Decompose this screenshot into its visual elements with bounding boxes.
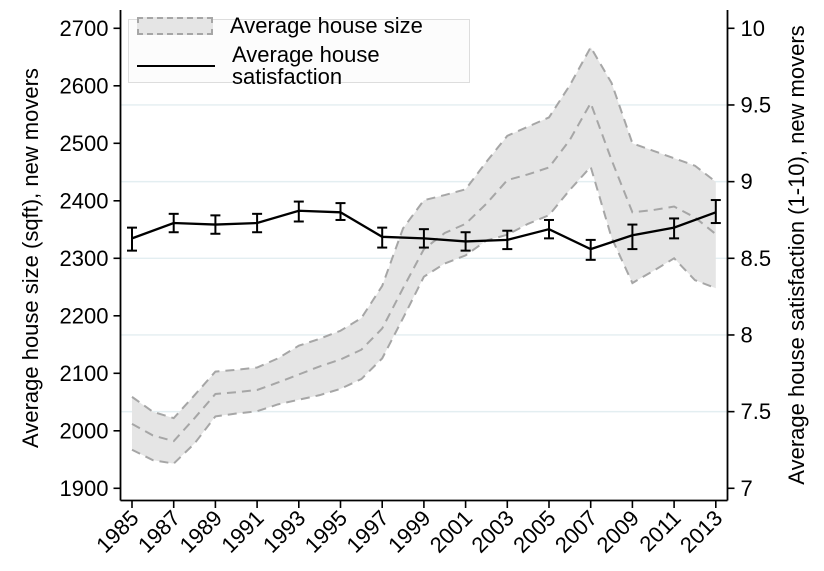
house-size-band-lower-edge (131, 164, 717, 465)
legend-label-house-size: Average house size (230, 12, 423, 38)
svg-text:2400: 2400 (60, 188, 109, 213)
axes (113, 10, 735, 508)
svg-text:2009: 2009 (592, 505, 644, 557)
house-size-center-line (131, 100, 717, 443)
svg-text:2011: 2011 (635, 505, 686, 556)
svg-text:10: 10 (741, 16, 765, 41)
svg-text:2200: 2200 (60, 303, 109, 328)
svg-text:2001: 2001 (425, 505, 477, 557)
right-axis-title: Average house satisfaction (1-10), new m… (784, 25, 809, 485)
svg-text:8: 8 (741, 322, 753, 347)
svg-text:2007: 2007 (550, 505, 602, 557)
svg-text:2000: 2000 (60, 418, 109, 443)
svg-text:1987: 1987 (133, 505, 185, 557)
line-swatch-icon (137, 64, 215, 67)
svg-text:2300: 2300 (60, 246, 109, 271)
svg-text:2013: 2013 (675, 505, 727, 557)
svg-text:7.5: 7.5 (741, 399, 772, 424)
legend-item-satisfaction: Average house satisfaction (137, 41, 469, 89)
svg-text:1991: 1991 (216, 505, 268, 557)
svg-text:1999: 1999 (383, 505, 435, 557)
svg-text:2100: 2100 (60, 361, 109, 386)
svg-text:2600: 2600 (60, 73, 109, 98)
svg-text:2003: 2003 (467, 505, 519, 557)
svg-text:8.5: 8.5 (741, 246, 772, 271)
legend: Average house size Average house satisfa… (128, 14, 470, 87)
svg-text:1985: 1985 (91, 505, 143, 557)
svg-text:1995: 1995 (300, 505, 352, 557)
svg-text:1989: 1989 (175, 505, 227, 557)
legend-item-house-size: Average house size (137, 12, 469, 38)
svg-text:9: 9 (741, 169, 753, 194)
satisfaction-line (131, 209, 717, 251)
band-swatch-icon (137, 16, 213, 35)
svg-text:7: 7 (741, 476, 753, 501)
legend-label-satisfaction: Average house satisfaction (232, 41, 380, 89)
svg-text:2500: 2500 (60, 131, 109, 156)
svg-text:1997: 1997 (341, 505, 393, 557)
svg-text:1993: 1993 (258, 505, 310, 557)
svg-text:2700: 2700 (60, 16, 109, 41)
svg-text:2005: 2005 (508, 505, 560, 557)
svg-text:1900: 1900 (60, 476, 109, 501)
house-size-confidence-band (132, 47, 716, 464)
house-size-band-upper-edge (131, 45, 717, 420)
svg-text:9.5: 9.5 (741, 92, 772, 117)
left-axis-title: Average house size (sqft), new movers (18, 68, 43, 448)
